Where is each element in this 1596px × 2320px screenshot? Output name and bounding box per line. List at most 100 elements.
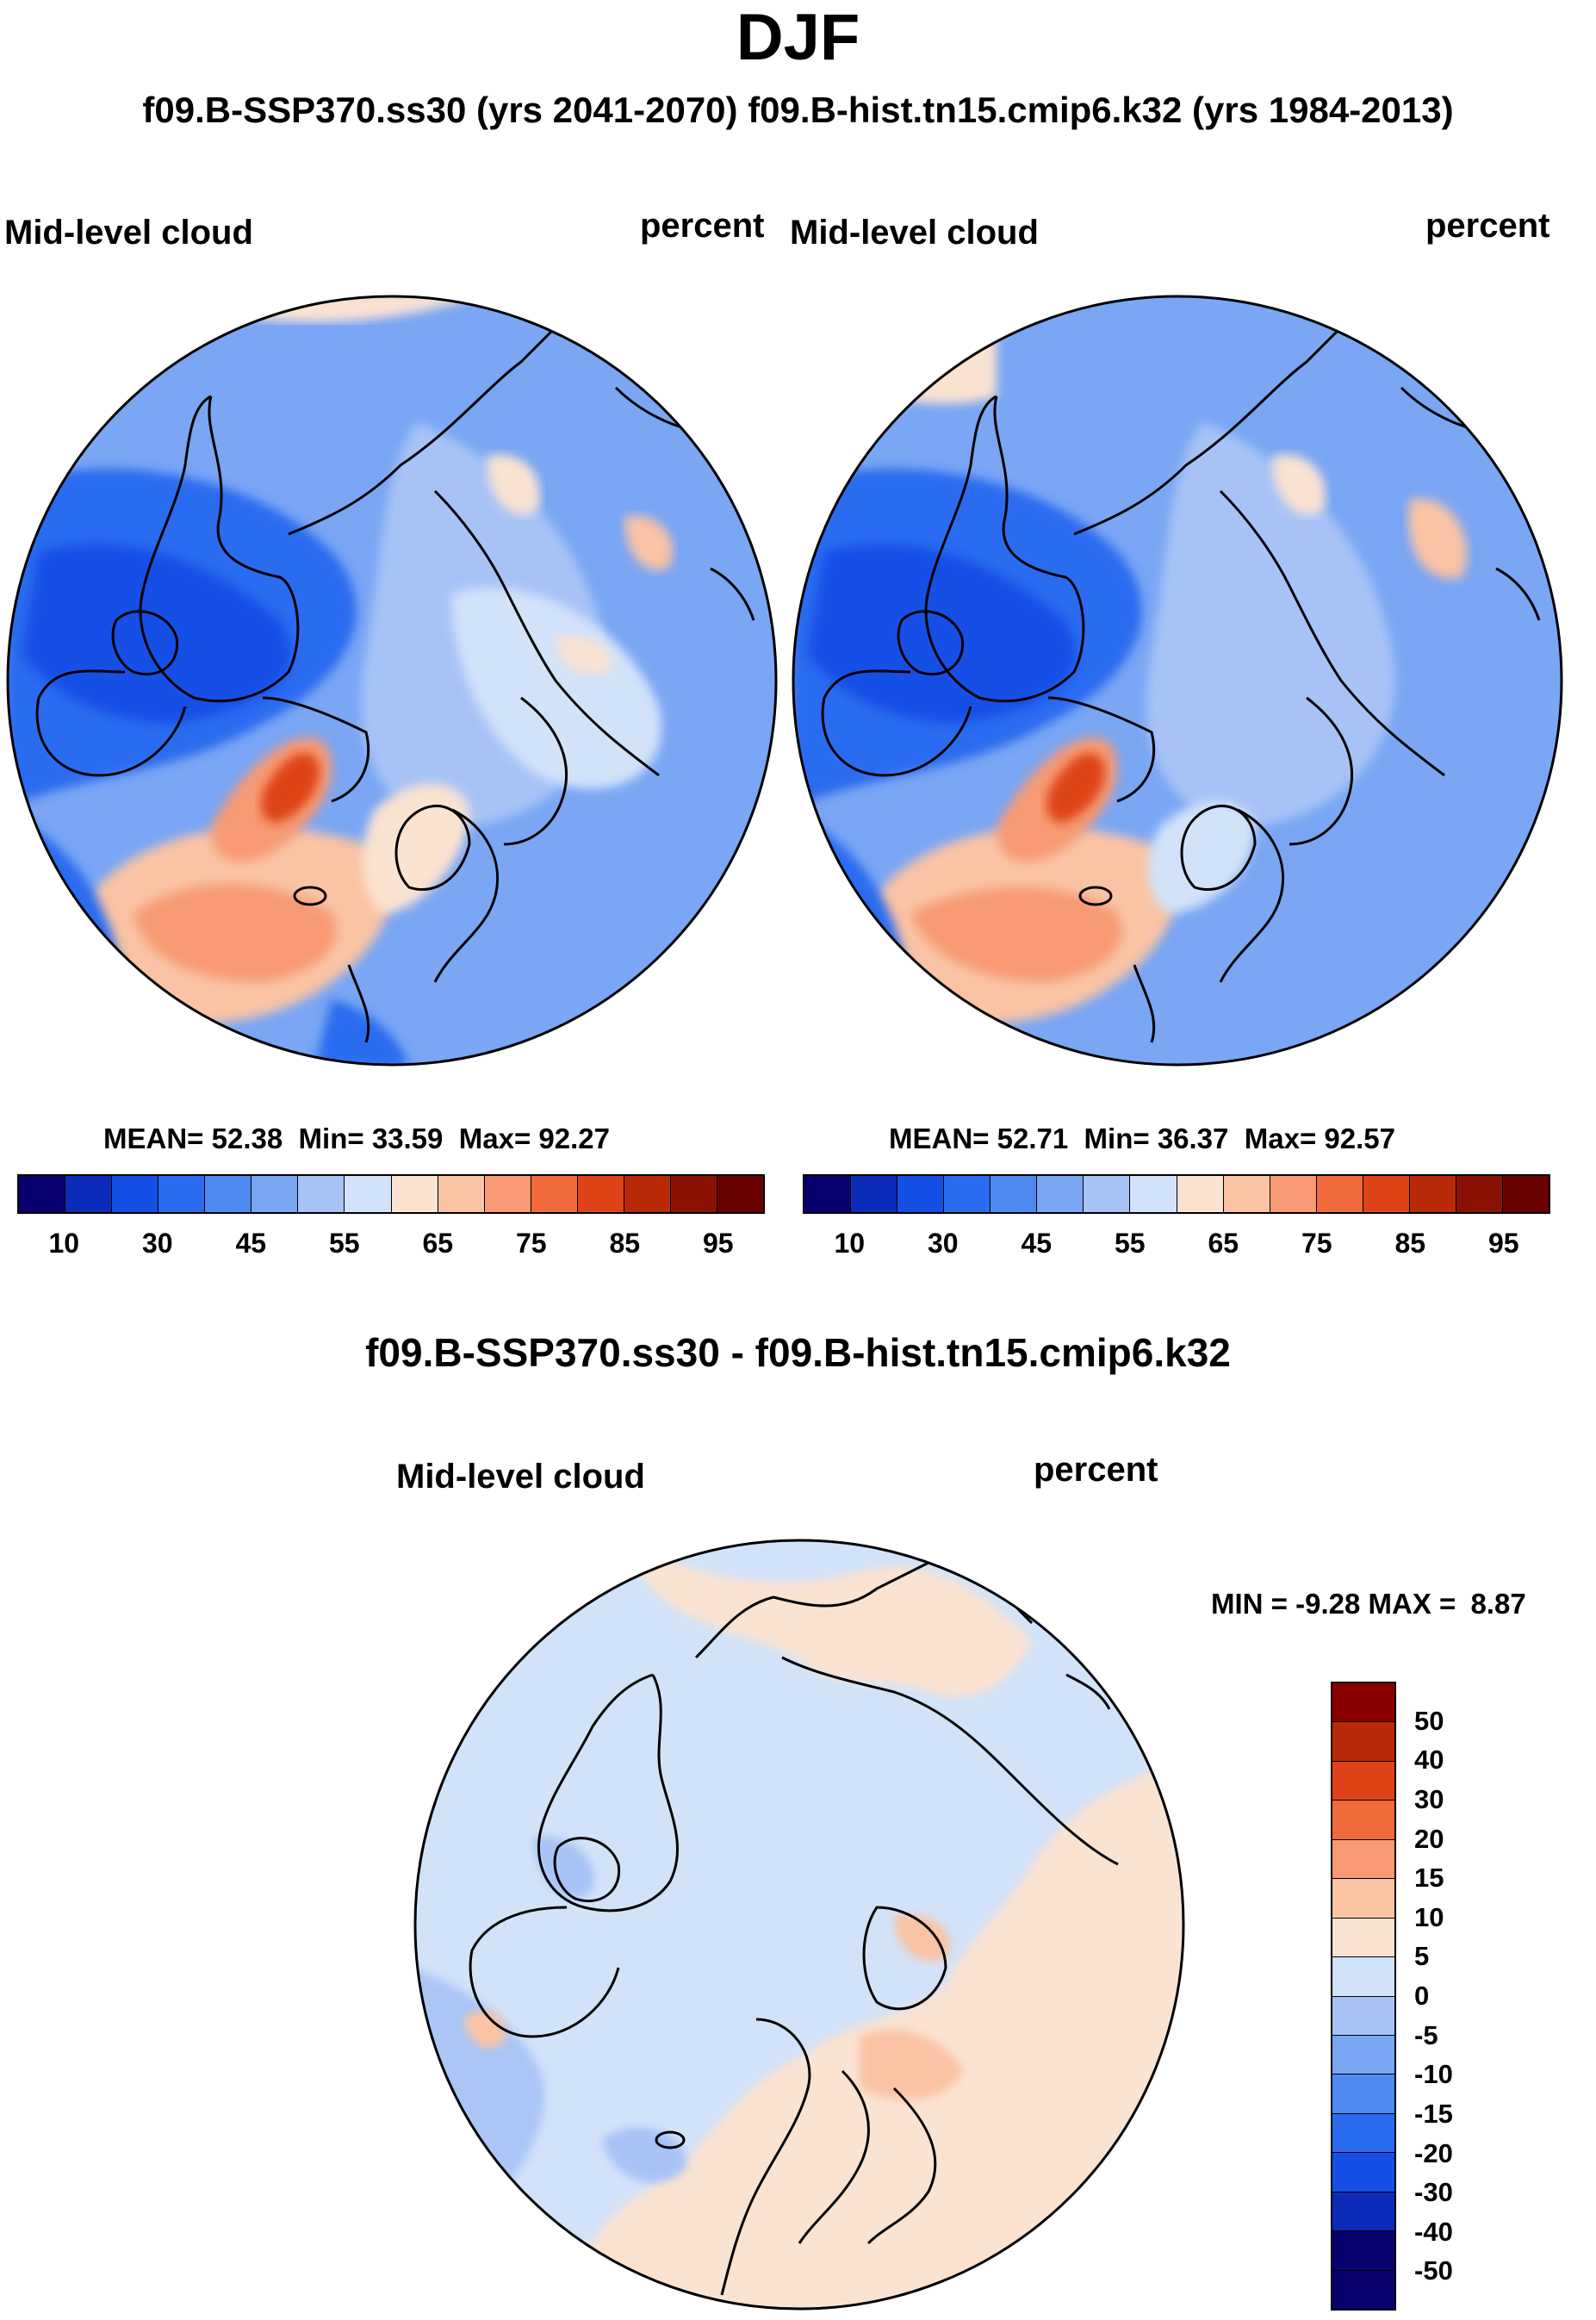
colorbar-swatch bbox=[1332, 1957, 1394, 1997]
colorbar-tick-label: 75 bbox=[1301, 1228, 1332, 1259]
colorbar-swatch bbox=[1363, 1176, 1410, 1212]
colorbar-tick-label: 55 bbox=[328, 1228, 360, 1259]
colorbar-tick-label: 30 bbox=[1414, 1783, 1444, 1814]
colorbar-tick-label: 65 bbox=[422, 1228, 454, 1259]
panel3-min-value: -9.28 bbox=[1295, 1588, 1361, 1620]
panel2-min-value: 36.37 bbox=[1157, 1123, 1229, 1154]
colorbar-swatch bbox=[1332, 1722, 1394, 1762]
colorbar-swatch bbox=[1223, 1176, 1270, 1212]
colorbar-tick-label: -15 bbox=[1414, 2098, 1453, 2129]
colorbar-tick-label: 10 bbox=[48, 1228, 80, 1259]
colorbar-tick-label: 15 bbox=[1414, 1863, 1444, 1894]
colorbar-tick-label: 85 bbox=[609, 1228, 641, 1259]
panel2-mean-label: MEAN= bbox=[889, 1123, 990, 1154]
colorbar-swatch bbox=[438, 1176, 485, 1212]
colorbar-swatch bbox=[531, 1176, 578, 1212]
panel3-colorbar-ticks: 50 40 30 20 15 10 5 0 -5 -10 -15 -20 -30 -40 -50 bbox=[1414, 1682, 1500, 2311]
colorbar-swatch bbox=[1332, 2113, 1394, 2154]
colorbar-swatch bbox=[345, 1176, 392, 1212]
colorbar-swatch bbox=[484, 1176, 531, 1212]
colorbar-swatch bbox=[717, 1176, 763, 1212]
panel3-max-label: MAX = bbox=[1368, 1588, 1456, 1620]
colorbar-swatch bbox=[991, 1176, 1038, 1212]
panel2-stats: MEAN= 52.71 Min= 36.37 Max= 92.57 bbox=[889, 1123, 1395, 1155]
colorbar-swatch bbox=[1332, 1761, 1394, 1801]
colorbar-tick-label: -20 bbox=[1414, 2137, 1453, 2168]
colorbar-tick-label: 40 bbox=[1414, 1745, 1444, 1776]
panel1-colorbar bbox=[17, 1174, 765, 1214]
panel1-max-value: 92.27 bbox=[538, 1123, 610, 1154]
panel2-colorbar bbox=[803, 1174, 1550, 1214]
colorbar-tick-label: 50 bbox=[1414, 1705, 1444, 1736]
colorbar-swatch bbox=[1456, 1176, 1503, 1212]
colorbar-tick-label: 95 bbox=[1487, 1228, 1519, 1259]
panel3-polar-map bbox=[413, 1539, 1185, 2311]
colorbar-swatch bbox=[1177, 1176, 1224, 1212]
panel2-units-label: percent bbox=[1425, 207, 1550, 245]
colorbar-swatch bbox=[944, 1176, 991, 1212]
panel3-min-label: MIN = bbox=[1211, 1588, 1288, 1620]
colorbar-swatch bbox=[804, 1176, 852, 1212]
panel1-max-label: Max= bbox=[458, 1123, 531, 1154]
colorbar-tick-label: 5 bbox=[1414, 1941, 1430, 1972]
colorbar-swatch bbox=[19, 1176, 66, 1212]
colorbar-swatch bbox=[1332, 1879, 1394, 1919]
colorbar-tick-label: 75 bbox=[515, 1228, 547, 1259]
panel1-stats: MEAN= 52.38 Min= 33.59 Max= 92.27 bbox=[103, 1123, 610, 1155]
colorbar-tick-label: 45 bbox=[1021, 1228, 1053, 1259]
panel2-polar-map bbox=[792, 295, 1563, 1067]
colorbar-tick-label: 55 bbox=[1114, 1228, 1146, 1259]
colorbar-swatch bbox=[624, 1176, 671, 1212]
panel1-mean-value: 52.38 bbox=[211, 1123, 283, 1154]
colorbar-swatch bbox=[1037, 1176, 1084, 1212]
colorbar-tick-label: 10 bbox=[1414, 1901, 1444, 1932]
colorbar-tick-label: -10 bbox=[1414, 2059, 1453, 2090]
colorbar-tick-label: 30 bbox=[927, 1228, 959, 1259]
colorbar-swatch bbox=[1332, 1839, 1394, 1880]
colorbar-swatch bbox=[1084, 1176, 1131, 1212]
colorbar-swatch bbox=[670, 1176, 717, 1212]
colorbar-swatch bbox=[298, 1176, 345, 1212]
colorbar-tick-label: -50 bbox=[1414, 2255, 1453, 2286]
colorbar-swatch bbox=[1332, 1683, 1394, 1723]
colorbar-swatch bbox=[1332, 2074, 1394, 2114]
panel1-mean-label: MEAN= bbox=[103, 1123, 204, 1154]
colorbar-tick-label: 0 bbox=[1414, 1981, 1430, 2011]
panel1-min-label: Min= bbox=[298, 1123, 364, 1154]
colorbar-swatch bbox=[252, 1176, 299, 1212]
colorbar-swatch bbox=[1502, 1176, 1549, 1212]
colorbar-swatch bbox=[577, 1176, 624, 1212]
panel1-polar-map bbox=[6, 295, 778, 1067]
colorbar-tick-label: -40 bbox=[1414, 2216, 1453, 2247]
figure-title: DJF bbox=[736, 1, 860, 74]
difference-title: f09.B-SSP370.ss30 - f09.B-hist.tn15.cmip… bbox=[365, 1330, 1231, 1375]
figure-subtitle: f09.B-SSP370.ss30 (yrs 2041-2070) f09.B-… bbox=[142, 90, 1454, 130]
panel1-colorbar-ticks: 10 30 45 55 65 75 85 95 bbox=[17, 1228, 765, 1262]
panel2-max-value: 92.57 bbox=[1324, 1123, 1395, 1154]
colorbar-tick-label: 20 bbox=[1414, 1823, 1444, 1854]
panel3-units-label: percent bbox=[1034, 1451, 1158, 1489]
colorbar-swatch bbox=[1332, 2035, 1394, 2075]
colorbar-tick-label: 85 bbox=[1394, 1228, 1426, 1259]
colorbar-tick-label: -30 bbox=[1414, 2177, 1453, 2208]
panel2-min-label: Min= bbox=[1084, 1123, 1150, 1154]
colorbar-swatch bbox=[1130, 1176, 1177, 1212]
colorbar-tick-label: 10 bbox=[834, 1228, 866, 1259]
colorbar-swatch bbox=[112, 1176, 159, 1212]
panel2-colorbar-ticks: 10 30 45 55 65 75 85 95 bbox=[803, 1228, 1550, 1262]
panel3-max-value: 8.87 bbox=[1470, 1588, 1526, 1620]
colorbar-tick-label: 45 bbox=[235, 1228, 267, 1259]
panel2-variable-label: Mid-level cloud bbox=[790, 214, 1039, 252]
colorbar-swatch bbox=[1332, 1801, 1394, 1840]
colorbar-swatch bbox=[897, 1176, 945, 1212]
panel1-units-label: percent bbox=[640, 207, 765, 245]
panel3-colorbar bbox=[1331, 1682, 1396, 2311]
colorbar-tick-label: -5 bbox=[1414, 2019, 1438, 2050]
colorbar-tick-label: 30 bbox=[141, 1228, 173, 1259]
panel1-variable-label: Mid-level cloud bbox=[4, 214, 253, 252]
colorbar-swatch bbox=[1332, 2270, 1394, 2309]
colorbar-swatch bbox=[391, 1176, 438, 1212]
colorbar-swatch bbox=[1316, 1176, 1363, 1212]
colorbar-swatch bbox=[1332, 2192, 1394, 2232]
panel2-max-label: Max= bbox=[1244, 1123, 1317, 1154]
